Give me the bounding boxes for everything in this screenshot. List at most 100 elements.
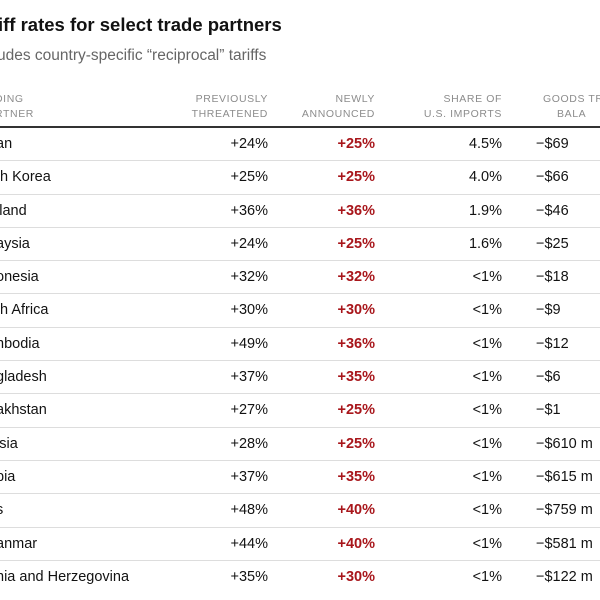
partner-cell: s <box>0 502 3 519</box>
goods-trade-balance-cell: −$25 <box>536 235 569 252</box>
table-row: s +48% +40% <1% −$759 m <box>0 494 600 528</box>
table-row: nbodia +49% +36% <1% −$12 <box>0 328 600 362</box>
previously-threatened-cell: +24% <box>230 136 269 152</box>
goods-trade-balance-cell: −$1 <box>536 402 561 419</box>
table-row: gladesh +37% +35% <1% −$6 <box>0 361 600 395</box>
partner-cell: an <box>0 136 13 152</box>
page-subtitle: udes country-specific “reciprocal” tarif… <box>0 47 267 64</box>
column-header-goods-trade-balance: GOODS TRA BALA <box>543 92 600 122</box>
page-title: iff rates for select trade partners <box>0 14 282 35</box>
partner-cell: nia and Herzegovina <box>0 568 130 585</box>
previously-threatened-cell: +30% <box>230 302 269 319</box>
previously-threatened-cell: +36% <box>230 202 269 219</box>
column-header-previous-line1: PREVIOUSLY <box>195 93 268 105</box>
column-header-new-line1: NEWLY <box>335 93 375 105</box>
column-header-partner-line2: RTNER <box>0 108 34 120</box>
share-of-imports-cell: 1.9% <box>468 202 502 219</box>
table-row: anmar +44% +40% <1% −$581 m <box>0 528 600 561</box>
column-header-new-line2: ANNOUNCED <box>301 108 375 120</box>
partner-cell: th Korea <box>0 169 51 186</box>
newly-announced-cell: +25% <box>337 169 376 186</box>
partner-cell: iland <box>0 202 27 219</box>
previously-threatened-cell: +25% <box>230 169 269 186</box>
share-of-imports-cell: <1% <box>472 369 502 386</box>
previously-threatened-cell: +27% <box>230 402 269 419</box>
previously-threatened-cell: +35% <box>230 568 269 585</box>
partner-cell: aysia <box>0 235 30 252</box>
goods-trade-balance-cell: −$615 m <box>536 468 593 485</box>
share-of-imports-cell: <1% <box>472 302 502 319</box>
newly-announced-cell: +25% <box>337 402 376 419</box>
table-row: th Korea +25% +25% 4.0% −$66 <box>0 161 600 195</box>
partner-cell: anmar <box>0 535 38 552</box>
share-of-imports-cell: 4.0% <box>468 169 502 186</box>
newly-announced-cell: +30% <box>337 302 376 319</box>
newly-announced-cell: +36% <box>337 335 376 352</box>
column-header-previous-line2: THREATENED <box>191 108 268 120</box>
partner-cell: akhstan <box>0 402 47 419</box>
previously-threatened-cell: +37% <box>230 369 269 386</box>
column-header-previously-threatened: PREVIOUSLY THREATENED <box>192 92 268 122</box>
partner-cell: gladesh <box>0 369 47 386</box>
share-of-imports-cell: <1% <box>472 535 502 552</box>
table-row: aysia +24% +25% 1.6% −$25 <box>0 228 600 262</box>
table-row: akhstan +27% +25% <1% −$1 <box>0 394 600 428</box>
goods-trade-balance-cell: −$759 m <box>536 502 593 519</box>
previously-threatened-cell: +49% <box>230 335 269 352</box>
share-of-imports-cell: <1% <box>472 468 502 485</box>
column-header-partner: DING RTNER <box>0 92 34 122</box>
header-divider <box>0 126 600 128</box>
share-of-imports-cell: <1% <box>472 568 502 585</box>
previously-threatened-cell: +24% <box>230 235 269 252</box>
goods-trade-balance-cell: −$610 m <box>536 435 593 452</box>
share-of-imports-cell: <1% <box>472 269 502 286</box>
goods-trade-balance-cell: −$122 m <box>536 568 593 585</box>
column-header-share-of-imports: SHARE OF U.S. IMPORTS <box>424 92 502 122</box>
newly-announced-cell: +25% <box>337 136 376 152</box>
partner-cell: onesia <box>0 269 39 286</box>
newly-announced-cell: +25% <box>337 235 376 252</box>
goods-trade-balance-cell: −$18 <box>536 269 569 286</box>
column-header-newly-announced: NEWLY ANNOUNCED <box>302 92 375 122</box>
table-row: th Africa +30% +30% <1% −$9 <box>0 294 600 328</box>
column-header-balance-line2: BALA <box>557 108 587 120</box>
goods-trade-balance-cell: −$581 m <box>536 535 593 552</box>
newly-announced-cell: +30% <box>337 568 376 585</box>
newly-announced-cell: +40% <box>337 535 376 552</box>
previously-threatened-cell: +44% <box>230 535 269 552</box>
share-of-imports-cell: <1% <box>472 335 502 352</box>
share-of-imports-cell: <1% <box>472 402 502 419</box>
table-row: nia and Herzegovina +35% +30% <1% −$122 m <box>0 561 600 594</box>
table-row: an +24% +25% 4.5% −$69 <box>0 128 600 162</box>
table-row: bia +37% +35% <1% −$615 m <box>0 461 600 495</box>
newly-announced-cell: +25% <box>337 435 376 452</box>
goods-trade-balance-cell: −$12 <box>536 335 569 352</box>
newly-announced-cell: +36% <box>337 202 376 219</box>
previously-threatened-cell: +37% <box>230 468 269 485</box>
partner-cell: nbodia <box>0 335 40 352</box>
newly-announced-cell: +35% <box>337 468 376 485</box>
column-header-share-line1: SHARE OF <box>443 93 502 105</box>
table-row: isia +28% +25% <1% −$610 m <box>0 428 600 461</box>
partner-cell: isia <box>0 435 18 452</box>
newly-announced-cell: +35% <box>337 369 376 386</box>
share-of-imports-cell: 1.6% <box>468 235 502 252</box>
column-header-share-line2: U.S. IMPORTS <box>423 108 502 120</box>
previously-threatened-cell: +28% <box>230 435 269 452</box>
table-row: onesia +32% +32% <1% −$18 <box>0 261 600 295</box>
share-of-imports-cell: 4.5% <box>468 136 502 152</box>
column-header-balance-line1: GOODS TRA <box>543 93 600 105</box>
column-header-partner-line1: DING <box>0 93 24 105</box>
newly-announced-cell: +40% <box>337 502 376 519</box>
previously-threatened-cell: +32% <box>230 269 269 286</box>
goods-trade-balance-cell: −$46 <box>536 202 569 219</box>
newly-announced-cell: +32% <box>337 269 376 286</box>
previously-threatened-cell: +48% <box>230 502 269 519</box>
goods-trade-balance-cell: −$9 <box>536 302 561 319</box>
share-of-imports-cell: <1% <box>472 502 502 519</box>
table-row: iland +36% +36% 1.9% −$46 <box>0 195 600 228</box>
partner-cell: th Africa <box>0 302 49 319</box>
goods-trade-balance-cell: −$6 <box>536 369 561 386</box>
goods-trade-balance-cell: −$66 <box>536 169 569 186</box>
tariff-table-body: an +24% +25% 4.5% −$69 th Korea +25% +25% 4.0% −$… <box>0 128 600 594</box>
